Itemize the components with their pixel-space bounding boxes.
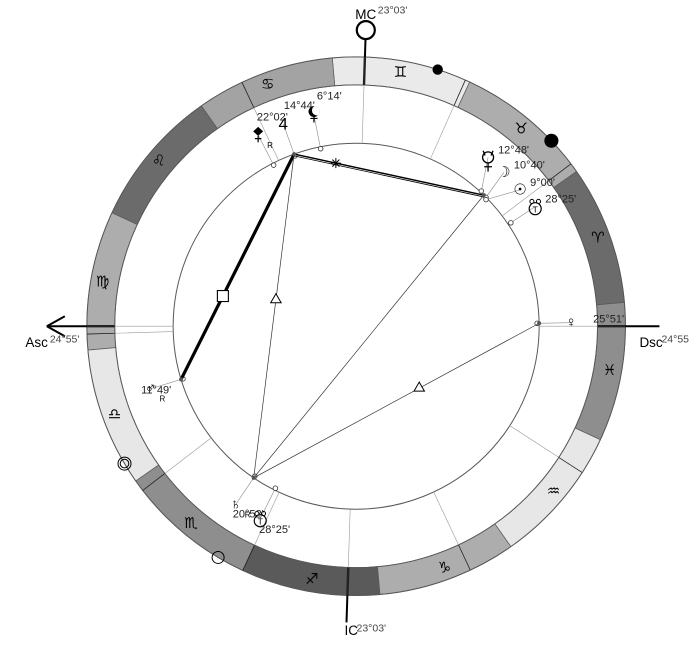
svg-text:25°51': 25°51' xyxy=(593,313,624,325)
svg-text:T: T xyxy=(533,204,538,214)
svg-text:22°02': 22°02' xyxy=(257,112,288,124)
svg-text:♊: ♊ xyxy=(394,64,407,81)
svg-text:♎: ♎ xyxy=(108,406,121,423)
svg-text:6°14': 6°14' xyxy=(317,91,342,103)
svg-text:MC: MC xyxy=(355,7,376,22)
svg-text:☉: ☉ xyxy=(513,181,526,198)
svg-text:♒: ♒ xyxy=(547,483,560,500)
svg-text:♋: ♋ xyxy=(261,76,274,93)
svg-text:12°48': 12°48' xyxy=(498,144,529,156)
svg-text:23°03': 23°03' xyxy=(357,622,387,634)
svg-text:24°55': 24°55' xyxy=(50,334,80,346)
svg-text:♏: ♏ xyxy=(184,515,197,532)
svg-text:R: R xyxy=(267,141,273,150)
svg-text:11°49': 11°49' xyxy=(141,384,171,396)
svg-text:20°52': 20°52' xyxy=(233,509,264,521)
svg-text:Dsc: Dsc xyxy=(639,335,662,350)
svg-text:♓: ♓ xyxy=(603,362,616,379)
svg-text:28°25': 28°25' xyxy=(545,194,576,206)
svg-text:♉: ♉ xyxy=(515,120,528,137)
svg-text:10°40': 10°40' xyxy=(514,159,545,171)
svg-text:♑: ♑ xyxy=(438,559,451,576)
svg-text:♐: ♐ xyxy=(305,571,318,588)
svg-text:23°03': 23°03' xyxy=(378,5,408,17)
svg-text:♈: ♈ xyxy=(591,229,604,246)
svg-text:9°00': 9°00' xyxy=(530,177,555,189)
svg-text:Asc: Asc xyxy=(25,335,48,350)
svg-text:♀: ♀ xyxy=(565,314,576,331)
svg-text:☽: ☽ xyxy=(497,164,510,181)
svg-text:♍: ♍ xyxy=(96,273,109,290)
svg-text:♌: ♌ xyxy=(152,153,165,170)
svg-text:28°25': 28°25' xyxy=(259,524,290,536)
svg-text:24°55': 24°55' xyxy=(661,334,689,346)
